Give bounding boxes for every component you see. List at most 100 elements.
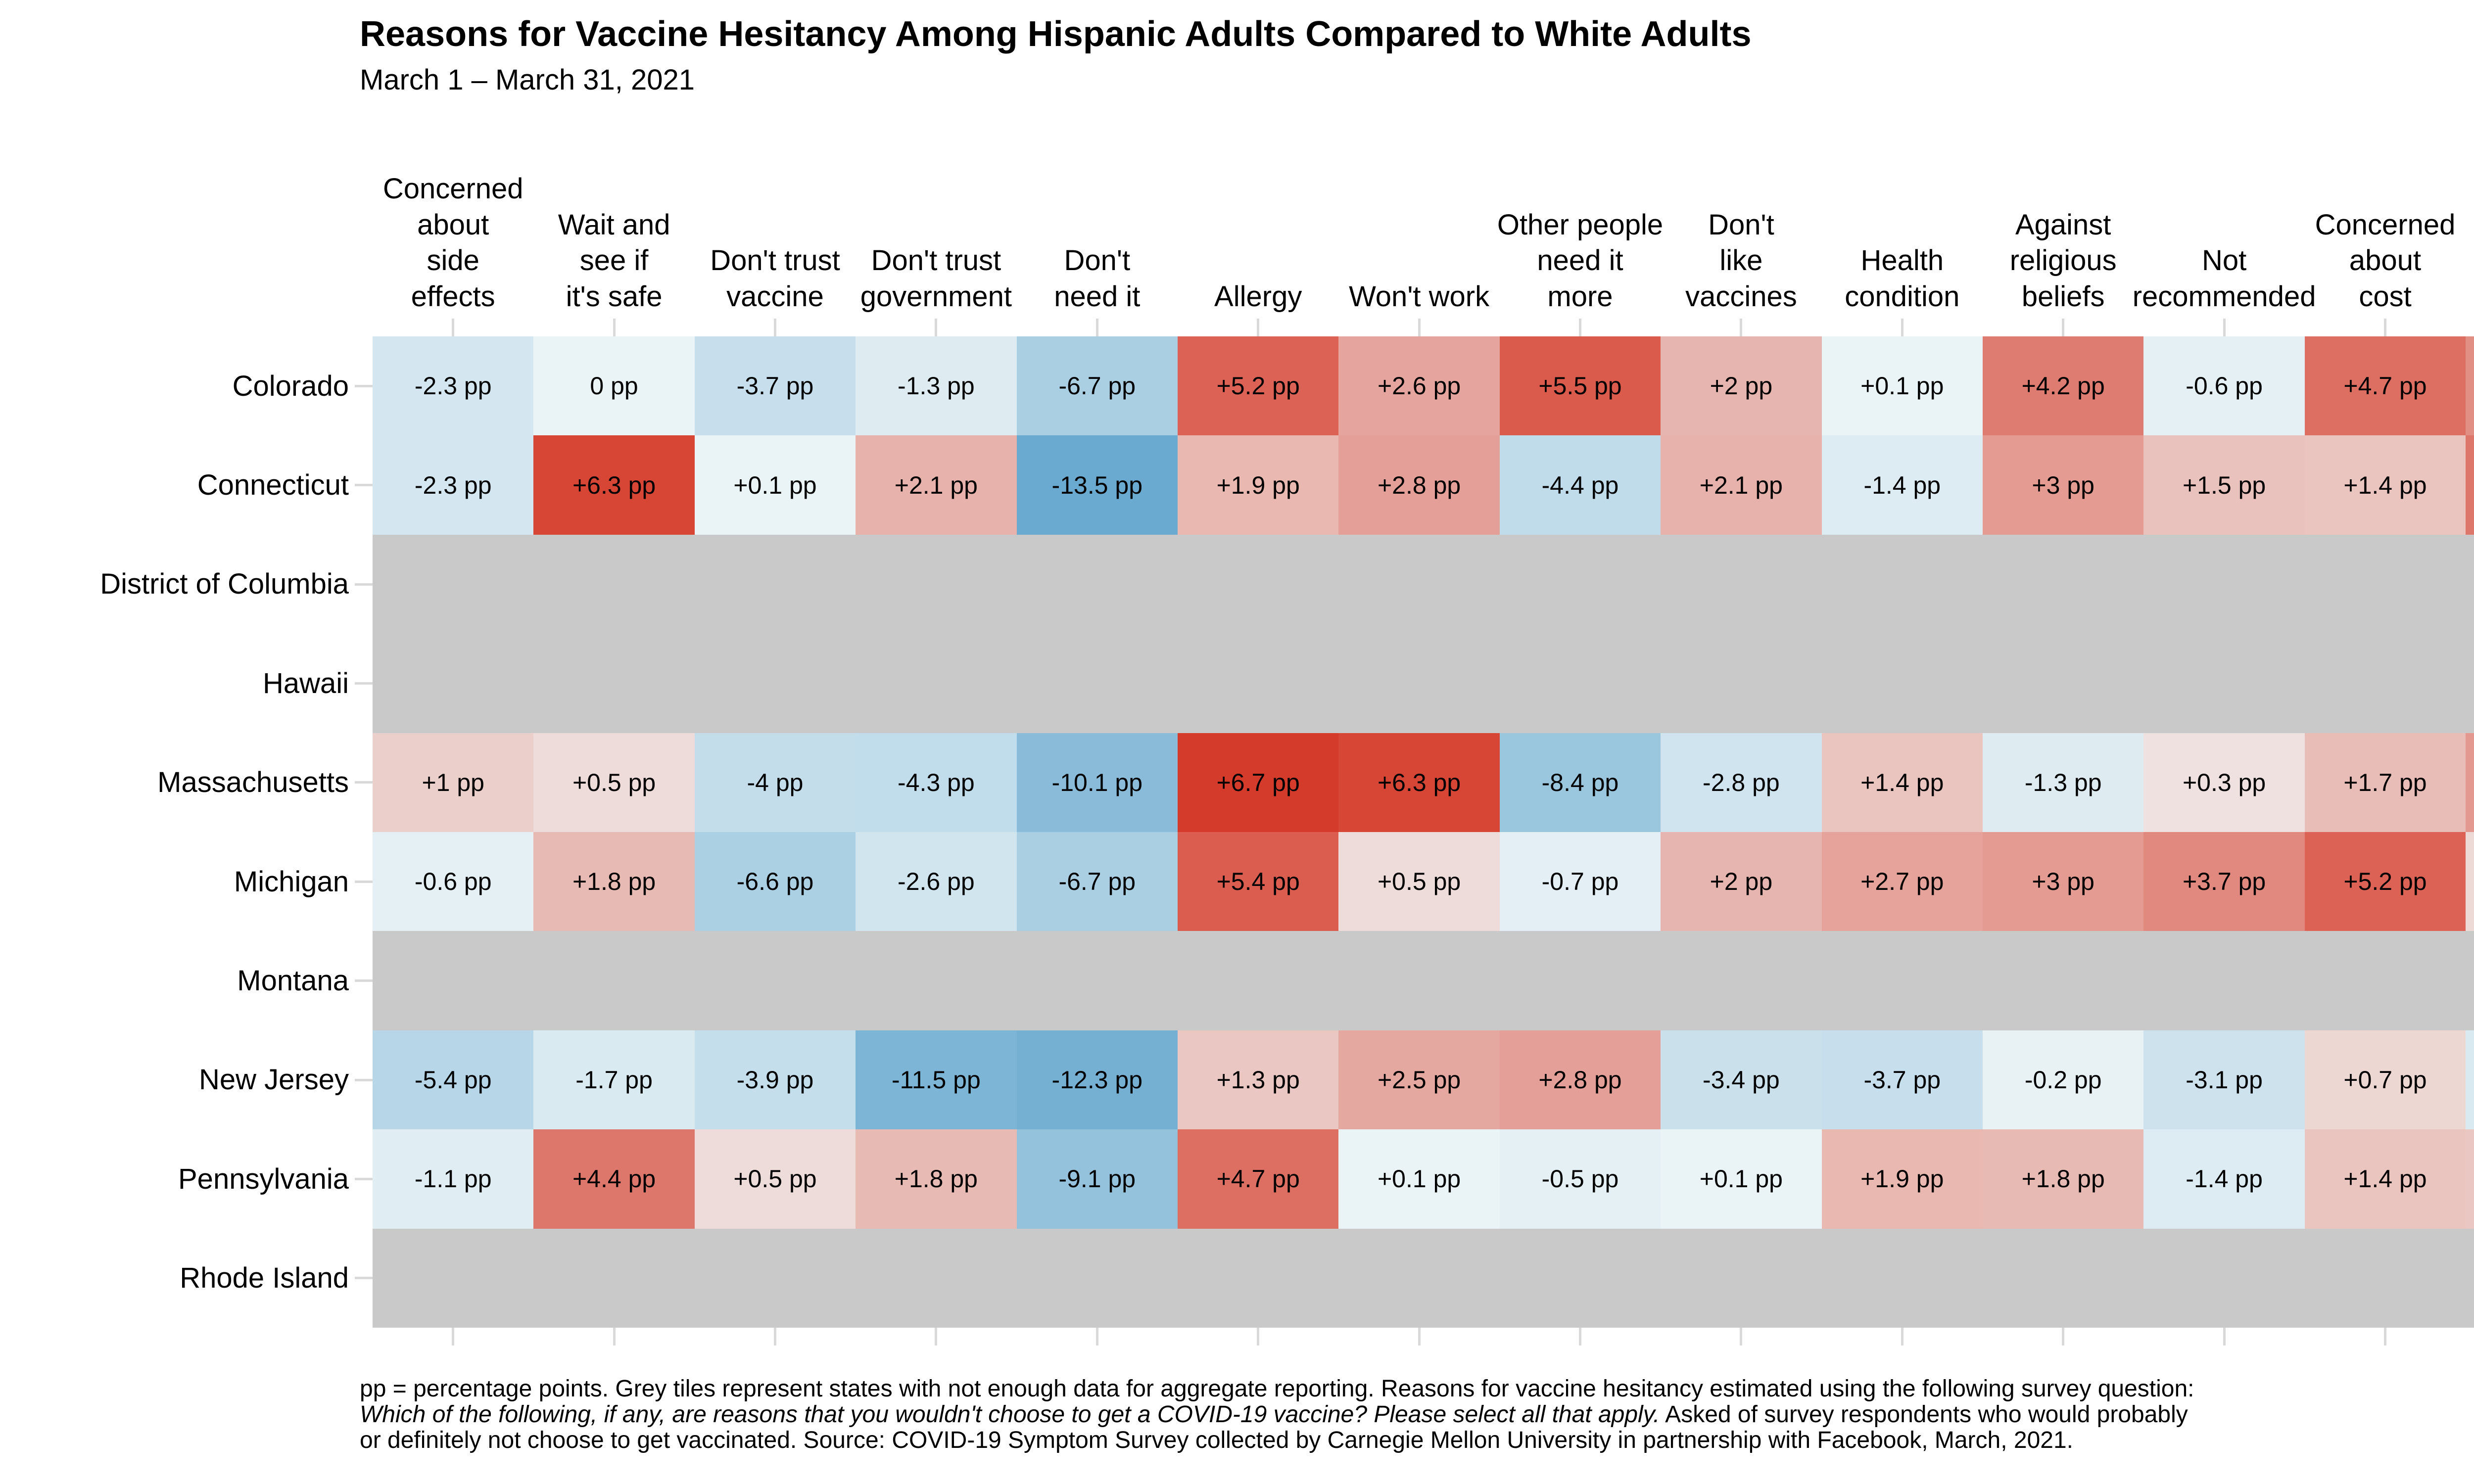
heatmap-cell-michigan-allergy: +5.4 pp: [1177, 832, 1339, 931]
missing-data-row-montana: [373, 931, 2474, 1030]
row-label-massachusetts: Massachusetts: [157, 766, 349, 799]
column-tick-top: [1740, 319, 1743, 336]
heatmap-cell-connecticut-allergy: +1.9 pp: [1177, 435, 1339, 535]
column-tick-top: [1579, 319, 1581, 336]
heatmap-cell-massachusetts-don-t-need-it: -10.1 pp: [1016, 733, 1178, 832]
heatmap-cell-pennsylvania-won-t-work: +0.1 pp: [1338, 1129, 1500, 1229]
column-tick-top: [1418, 319, 1421, 336]
heatmap-cell-massachusetts-not-recommended: +0.3 pp: [2143, 733, 2305, 832]
heatmap-cell-connecticut-don-t-trust-vaccine: +0.1 pp: [694, 435, 856, 535]
heatmap-cell-colorado-concerned-about-side-effects: -2.3 pp: [373, 336, 534, 436]
heatmap-cell-new-jersey-don-t-trust-government: -11.5 pp: [856, 1030, 1017, 1130]
heatmap-cell-pennsylvania-pregnancy: +1.3 pp: [2466, 1129, 2474, 1229]
column-tick-bottom: [1579, 1328, 1581, 1345]
chart-subtitle: March 1 – March 31, 2021: [360, 64, 695, 96]
missing-data-row-hawaii: [373, 634, 2474, 733]
heatmap-cell-connecticut-don-t-trust-government: +2.1 pp: [856, 435, 1017, 535]
heatmap-cell-colorado-against-religious-beliefs: +4.2 pp: [1982, 336, 2144, 436]
heatmap-cell-new-jersey-don-t-trust-vaccine: -3.9 pp: [694, 1030, 856, 1130]
row-labels: Colorado Connecticut District of Columbia H…: [0, 336, 349, 1328]
heatmap-cell-pennsylvania-not-recommended: -1.4 pp: [2143, 1129, 2305, 1229]
heatmap-cell-connecticut-concerned-about-side-effects: -2.3 pp: [373, 435, 534, 535]
row-label-michigan: Michigan: [234, 865, 349, 898]
row-label-colorado: Colorado: [232, 370, 349, 402]
heatmap-cell-massachusetts-health-condition: +1.4 pp: [1821, 733, 1983, 832]
heatmap-cell-michigan-concerned-about-side-effects: -0.6 pp: [373, 832, 534, 931]
heatmap-cell-new-jersey-concerned-about-cost: +0.7 pp: [2304, 1030, 2466, 1130]
row-label-pennsylvania: Pennsylvania: [178, 1162, 349, 1195]
heatmap-cell-pennsylvania-concerned-about-side-effects: -1.1 pp: [373, 1129, 534, 1229]
column-tick-bottom: [935, 1328, 938, 1345]
heatmap-cell-michigan-other-people-need-it-more: -0.7 pp: [1499, 832, 1661, 931]
column-tick-top: [452, 319, 455, 336]
chart-title: Reasons for Vaccine Hesitancy Among Hisp…: [360, 14, 1752, 54]
column-tick-bottom: [1740, 1328, 1743, 1345]
row-tick-left: [355, 1078, 373, 1081]
heatmap-cell-connecticut-not-recommended: +1.5 pp: [2143, 435, 2305, 535]
heatmap-cell-new-jersey-pregnancy: -1.7 pp: [2466, 1030, 2474, 1130]
row-tick-left: [355, 1277, 373, 1280]
heatmap-cell-michigan-pregnancy: +0.6 pp: [2466, 832, 2474, 931]
heatmap-cell-massachusetts-don-t-trust-vaccine: -4 pp: [694, 733, 856, 832]
heatmap-cell-colorado-don-t-like-vaccines: +2 pp: [1661, 336, 1822, 436]
column-header-don-t-like-vaccines: Don't like vaccines: [1685, 208, 1797, 313]
heatmap-cell-michigan-health-condition: +2.7 pp: [1821, 832, 1983, 931]
column-tick-top: [613, 319, 616, 336]
row-tick-left: [355, 583, 373, 586]
heatmap-cell-michigan-not-recommended: +3.7 pp: [2143, 832, 2305, 931]
heatmap-cell-massachusetts-concerned-about-side-effects: +1 pp: [373, 733, 534, 832]
heatmap-cell-pennsylvania-wait-and-see-if-it-s-safe: +4.4 pp: [533, 1129, 695, 1229]
column-tick-bottom: [1257, 1328, 1260, 1345]
row-label-district-of-columbia: District of Columbia: [100, 568, 349, 601]
footnote-line-1: pp = percentage points. Grey tiles repre…: [360, 1376, 2194, 1402]
heatmap-cell-connecticut-don-t-like-vaccines: +2.1 pp: [1661, 435, 1822, 535]
column-tick-top: [2062, 319, 2065, 336]
heatmap-cell-colorado-wait-and-see-if-it-s-safe: 0 pp: [533, 336, 695, 436]
heatmap-cell-pennsylvania-don-t-trust-government: +1.8 pp: [856, 1129, 1017, 1229]
column-tick-bottom: [452, 1328, 455, 1345]
heatmap-cell-colorado-other-people-need-it-more: +5.5 pp: [1499, 336, 1661, 436]
heatmap-cell-massachusetts-other-people-need-it-more: -8.4 pp: [1499, 733, 1661, 832]
heatmap-cell-massachusetts-concerned-about-cost: +1.7 pp: [2304, 733, 2466, 832]
heatmap-cell-michigan-don-t-trust-government: -2.6 pp: [856, 832, 1017, 931]
footnote-line-2: Which of the following, if any, are reas…: [360, 1401, 2474, 1428]
heatmap-cell-connecticut-pregnancy: +4.4 pp: [2466, 435, 2474, 535]
column-header-don-t-trust-vaccine: Don't trust vaccine: [710, 244, 840, 313]
column-headers: Concerned about side effects Wait and see…: [373, 0, 2474, 315]
footnote-survey-question: Which of the following, if any, are reas…: [360, 1401, 1660, 1428]
heatmap-cell-colorado-don-t-trust-vaccine: -3.7 pp: [694, 336, 856, 436]
heatmap-cell-pennsylvania-health-condition: +1.9 pp: [1821, 1129, 1983, 1229]
column-header-against-religious-beliefs: Against religious beliefs: [2009, 208, 2117, 313]
heatmap-cell-colorado-won-t-work: +2.6 pp: [1338, 336, 1500, 436]
heatmap-cell-colorado-don-t-need-it: -6.7 pp: [1016, 336, 1178, 436]
heatmap-cell-connecticut-against-religious-beliefs: +3 pp: [1982, 435, 2144, 535]
heatmap-cell-colorado-not-recommended: -0.6 pp: [2143, 336, 2305, 436]
heatmap-cell-massachusetts-don-t-trust-government: -4.3 pp: [856, 733, 1017, 832]
heatmap-cell-connecticut-don-t-need-it: -13.5 pp: [1016, 435, 1178, 535]
column-tick-top: [2223, 319, 2226, 336]
row-tick-left: [355, 384, 373, 387]
row-tick-left: [355, 682, 373, 685]
heatmap-cell-new-jersey-concerned-about-side-effects: -5.4 pp: [373, 1030, 534, 1130]
heatmap-cell-michigan-against-religious-beliefs: +3 pp: [1982, 832, 2144, 931]
heatmap-cell-new-jersey-allergy: +1.3 pp: [1177, 1030, 1339, 1130]
heatmap-cell-massachusetts-against-religious-beliefs: -1.3 pp: [1982, 733, 2144, 832]
column-tick-bottom: [1901, 1328, 1903, 1345]
heatmap-cell-pennsylvania-other-people-need-it-more: -0.5 pp: [1499, 1129, 1661, 1229]
heatmap-cell-new-jersey-wait-and-see-if-it-s-safe: -1.7 pp: [533, 1030, 695, 1130]
heatmap-cell-pennsylvania-against-religious-beliefs: +1.8 pp: [1982, 1129, 2144, 1229]
heatmap-cell-connecticut-concerned-about-cost: +1.4 pp: [2304, 435, 2466, 535]
row-label-hawaii: Hawaii: [262, 667, 349, 699]
column-tick-bottom: [2062, 1328, 2065, 1345]
footnote: pp = percentage points. Grey tiles repre…: [360, 1376, 2474, 1453]
column-header-don-t-need-it: Don't need it: [1054, 244, 1141, 313]
footnote-line-3: or definitely not choose to get vaccinat…: [360, 1427, 2074, 1453]
row-label-connecticut: Connecticut: [197, 469, 349, 502]
column-header-don-t-trust-government: Don't trust government: [860, 244, 1012, 313]
column-tick-bottom: [613, 1328, 616, 1345]
column-header-other-people-need-it-more: Other people need it more: [1497, 208, 1664, 313]
heatmap-cell-new-jersey-not-recommended: -3.1 pp: [2143, 1030, 2305, 1130]
column-tick-top: [1901, 319, 1903, 336]
column-tick-bottom: [1418, 1328, 1421, 1345]
